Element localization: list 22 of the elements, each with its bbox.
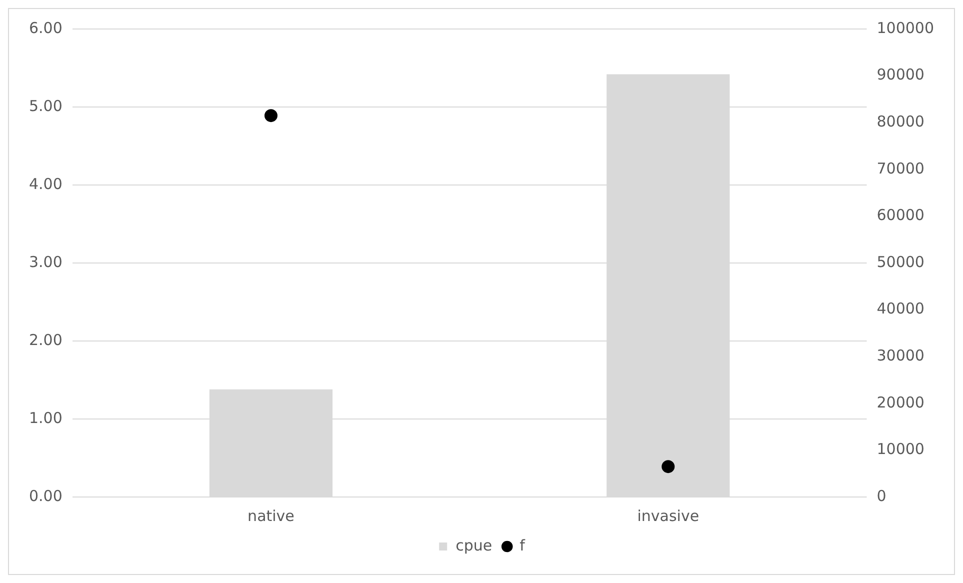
y-tick-label: 4.00 [28,174,62,193]
y-tick-label: 1.00 [28,408,62,427]
y2-tick-label: 60000 [876,206,924,224]
y2-tick-label: 30000 [876,346,924,364]
legend-label: f [520,536,526,554]
y2-tick-label: 10000 [876,440,924,458]
y-tick-label: 0.00 [28,486,62,505]
y2-tick-label: 0 [876,486,886,505]
y-tick-label: 3.00 [28,252,62,271]
y-tick-label: 6.00 [28,18,62,37]
y2-tick-label: 90000 [876,66,924,84]
x-tick-label: native [248,506,294,525]
y2-tick-label: 70000 [876,159,924,178]
y2-tick-label: 100000 [876,18,934,37]
x-tick-label: invasive [637,506,700,525]
legend-label: cpue [456,536,492,554]
y-tick-label: 2.00 [28,330,62,349]
y2-tick-label: 20000 [876,393,924,412]
y2-tick-label: 80000 [876,112,924,130]
y2-tick-label: 40000 [876,300,924,318]
y-tick-label: 5.00 [28,96,62,115]
y2-tick-label: 50000 [876,252,924,271]
